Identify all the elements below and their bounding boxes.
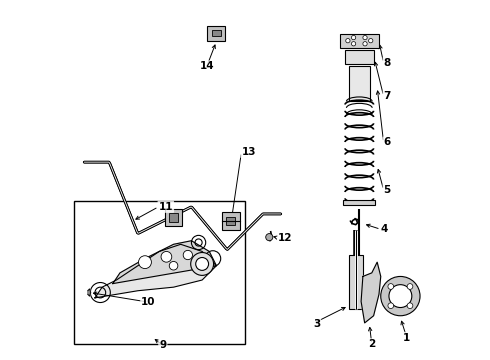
Text: 7: 7 bbox=[384, 91, 391, 101]
Bar bbox=[226, 217, 235, 225]
Text: 9: 9 bbox=[159, 340, 167, 350]
Bar bbox=[348, 66, 370, 102]
Circle shape bbox=[196, 257, 209, 270]
Circle shape bbox=[407, 284, 413, 289]
Circle shape bbox=[388, 284, 393, 289]
Circle shape bbox=[407, 303, 413, 309]
Circle shape bbox=[351, 35, 356, 40]
Circle shape bbox=[381, 276, 420, 316]
Polygon shape bbox=[95, 244, 217, 298]
Bar bbox=[343, 200, 375, 205]
Circle shape bbox=[389, 285, 412, 307]
Text: 5: 5 bbox=[384, 185, 391, 195]
Bar bbox=[340, 33, 379, 48]
Polygon shape bbox=[113, 241, 217, 284]
Circle shape bbox=[161, 251, 172, 262]
Polygon shape bbox=[88, 289, 91, 296]
Circle shape bbox=[363, 42, 367, 46]
Text: 6: 6 bbox=[384, 138, 391, 148]
Text: 2: 2 bbox=[368, 339, 375, 349]
Circle shape bbox=[266, 234, 273, 241]
Circle shape bbox=[351, 42, 356, 46]
Bar bbox=[165, 208, 182, 226]
Circle shape bbox=[139, 256, 151, 269]
Circle shape bbox=[388, 303, 393, 309]
Text: 1: 1 bbox=[403, 333, 411, 343]
Text: 12: 12 bbox=[278, 233, 293, 243]
Circle shape bbox=[191, 252, 214, 275]
Circle shape bbox=[346, 39, 350, 43]
Bar bbox=[345, 50, 373, 64]
Bar bbox=[169, 213, 178, 222]
Bar bbox=[212, 30, 220, 36]
Text: 13: 13 bbox=[242, 147, 256, 157]
Bar bbox=[222, 212, 240, 230]
Bar bbox=[74, 202, 245, 344]
Text: 8: 8 bbox=[384, 58, 391, 68]
Bar bbox=[348, 255, 363, 309]
Circle shape bbox=[169, 261, 178, 270]
Polygon shape bbox=[361, 262, 381, 323]
Text: 3: 3 bbox=[313, 319, 320, 329]
Text: 10: 10 bbox=[141, 297, 156, 307]
Circle shape bbox=[368, 39, 373, 43]
Bar bbox=[207, 26, 225, 41]
Circle shape bbox=[183, 250, 193, 260]
Text: 14: 14 bbox=[199, 62, 214, 71]
Text: 11: 11 bbox=[159, 202, 173, 212]
Text: 4: 4 bbox=[381, 224, 388, 234]
Circle shape bbox=[363, 35, 367, 40]
